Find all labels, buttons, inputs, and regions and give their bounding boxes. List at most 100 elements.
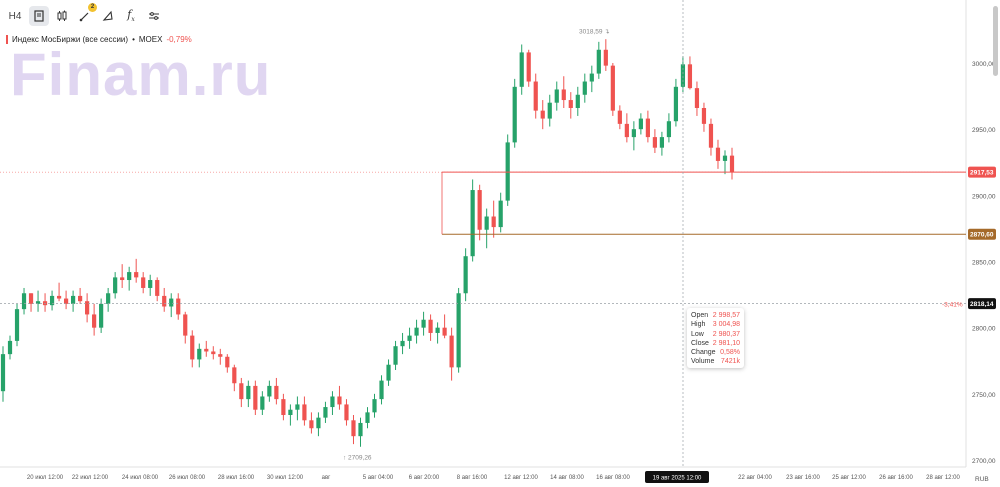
settings-sliders-icon[interactable] [144, 6, 164, 26]
vertical-scrollbar[interactable] [993, 6, 998, 76]
candle-body [183, 314, 188, 336]
candle-body [365, 412, 370, 423]
candle-body [120, 277, 125, 281]
candle-body [568, 100, 573, 108]
candle-body [505, 142, 510, 201]
candle-body [638, 118, 643, 130]
candle-body [729, 155, 735, 173]
candle-body [491, 216, 496, 228]
candle-body [309, 420, 314, 429]
chart-toolbar: H4 2 fx [4, 3, 164, 28]
candle-body [260, 396, 265, 410]
candle-body [596, 49, 601, 74]
candle-body [127, 272, 132, 281]
y-tick-label: 2850,00 [972, 260, 996, 267]
tooltip-high-label: High [691, 321, 706, 329]
candle-body [386, 364, 391, 381]
candle-body [204, 348, 209, 352]
candle-body [498, 200, 503, 228]
currency-label: RUB [975, 476, 989, 483]
instrument-change: -0,79% [166, 35, 192, 44]
price-label-bg [968, 298, 996, 310]
candle-body [715, 147, 721, 161]
x-tick-label: 6 авг 20:00 [409, 475, 440, 481]
candle-body [659, 137, 665, 148]
x-tick-label: 22 июл 12:00 [72, 475, 109, 481]
candle-body [540, 110, 545, 119]
price-label-bg [968, 228, 996, 240]
candle-body [673, 86, 679, 122]
candle-body [561, 89, 566, 101]
high-annotation: 3018,59 ↴ [579, 28, 610, 35]
candle-body [225, 356, 230, 368]
price-label: 2917,53 [970, 170, 994, 177]
price-label-bg [968, 166, 996, 178]
candle-body [28, 293, 34, 304]
candle-body [148, 280, 153, 288]
indicators-icon[interactable]: fx [127, 8, 135, 24]
candle-body [141, 277, 146, 288]
candle-body [288, 409, 293, 416]
crosshair-change-label: -3,41% [942, 302, 963, 309]
x-tick-label: 8 авг 16:00 [457, 475, 488, 481]
candle-body [78, 295, 83, 302]
candle-body [246, 385, 251, 400]
drawing-tools-icon[interactable]: 2 [75, 3, 97, 26]
crosshair-time-bg [645, 471, 709, 483]
timeframe-button[interactable]: H4 [8, 10, 22, 22]
candle-body [295, 404, 300, 410]
instrument-legend[interactable]: Индекс МосБиржи (все сессии) • MOEX -0,7… [6, 35, 192, 44]
candle-body [456, 293, 461, 368]
tooltip-low-value: 2 980,37 [712, 330, 740, 338]
x-tick-label: авг [322, 475, 332, 481]
x-tick-label: 23 авг 16:00 [786, 475, 820, 481]
candle-body [533, 81, 538, 111]
candle-body [155, 280, 160, 296]
candle-body [708, 123, 714, 148]
candle-body [617, 110, 622, 124]
candle-body [554, 89, 559, 103]
tooltip-change-label: Change [691, 349, 716, 357]
candle-body [106, 293, 111, 304]
candle-body [519, 52, 524, 87]
x-tick-label: 26 авг 16:00 [879, 475, 913, 481]
candle-body [253, 385, 258, 410]
x-tick-label: 16 авг 08:00 [596, 475, 630, 481]
candle-body [302, 404, 307, 421]
chart-type-icon[interactable] [29, 6, 49, 26]
candle-body [610, 65, 615, 111]
candle-body [575, 94, 580, 108]
candle-body [372, 399, 377, 413]
x-tick-label: 25 авг 12:00 [832, 475, 866, 481]
candle-body [323, 407, 328, 418]
x-tick-label: 28 авг 12:00 [926, 475, 960, 481]
candle-body [267, 385, 272, 397]
candle-body [407, 335, 412, 341]
tooltip-volume-label: Volume [691, 358, 715, 366]
line-tool-icon[interactable] [98, 6, 118, 26]
x-tick-label: 22 авг 04:00 [738, 475, 772, 481]
x-tick-label: 12 авг 12:00 [504, 475, 538, 481]
candle-body [162, 295, 167, 307]
candle-body [92, 314, 97, 328]
tooltip-open-label: Open [691, 312, 709, 319]
x-tick-label: 20 июл 12:00 [27, 475, 64, 481]
candle-body [49, 295, 55, 306]
alerts-badge: 2 [88, 3, 97, 12]
candle-body [134, 272, 139, 278]
y-tick-label: 2950,00 [972, 127, 996, 134]
candle-body [190, 335, 195, 360]
candle-body [512, 86, 517, 143]
candle-body [239, 383, 244, 400]
candle-body [274, 385, 279, 400]
candle-body [99, 303, 104, 328]
tooltip-close-value: 2 981,10 [712, 339, 740, 347]
candle-body [645, 118, 650, 138]
tooltip-change-value: 0,58% [720, 349, 740, 357]
candle-body [211, 351, 216, 355]
instrument-ticker: MOEX [138, 35, 163, 44]
tooltip-high-value: 3 004,98 [712, 321, 740, 329]
candles-icon[interactable] [52, 6, 72, 26]
tooltip-low-label: Low [691, 330, 704, 338]
